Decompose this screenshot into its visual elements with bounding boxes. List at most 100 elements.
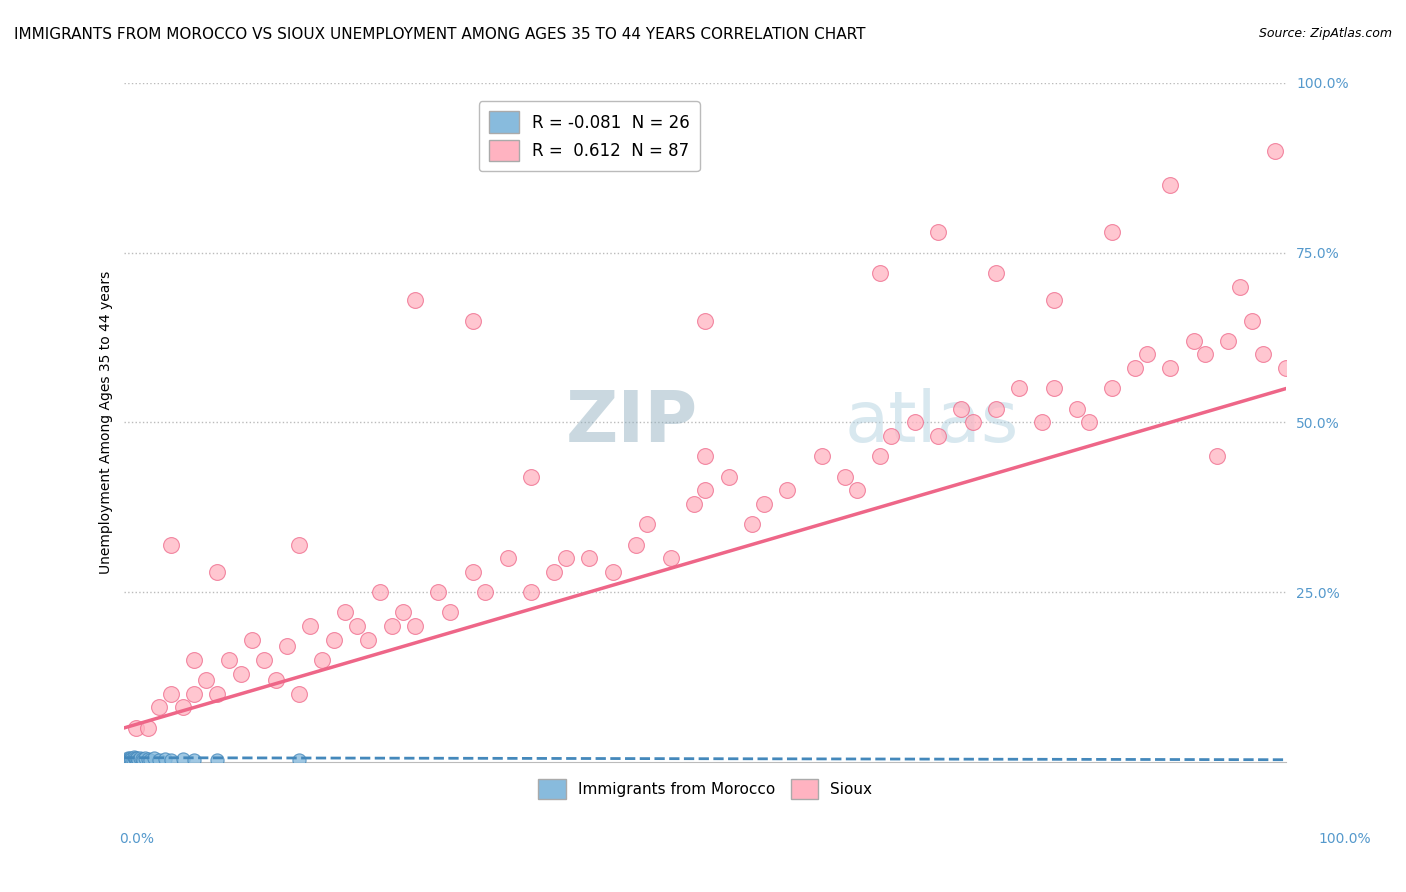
Point: [520, 469, 543, 483]
Point: [496, 551, 519, 566]
Point: [172, 700, 194, 714]
Point: [695, 450, 717, 464]
Point: [474, 585, 496, 599]
Point: [624, 537, 647, 551]
Point: [1264, 144, 1286, 158]
Point: [311, 653, 333, 667]
Text: IMMIGRANTS FROM MOROCCO VS SIOUX UNEMPLOYMENT AMONG AGES 35 TO 44 YEARS CORRELAT: IMMIGRANTS FROM MOROCCO VS SIOUX UNEMPLO…: [14, 27, 866, 42]
Point: [115, 753, 138, 767]
Point: [335, 606, 357, 620]
Point: [984, 401, 1007, 416]
Point: [125, 752, 148, 766]
Point: [927, 429, 949, 443]
Point: [1159, 361, 1181, 376]
Point: [1205, 450, 1227, 464]
Point: [134, 751, 156, 765]
Point: [682, 497, 704, 511]
Point: [602, 565, 624, 579]
Point: [122, 750, 145, 764]
Legend: Immigrants from Morocco, Sioux: Immigrants from Morocco, Sioux: [533, 773, 879, 805]
Text: Source: ZipAtlas.com: Source: ZipAtlas.com: [1258, 27, 1392, 40]
Point: [752, 497, 775, 511]
Point: [404, 293, 426, 308]
Point: [299, 619, 322, 633]
Point: [1136, 347, 1159, 361]
Point: [357, 632, 380, 647]
Point: [136, 752, 159, 766]
Point: [117, 751, 139, 765]
Point: [207, 565, 229, 579]
Point: [880, 429, 903, 443]
Point: [148, 700, 170, 714]
Point: [578, 551, 600, 566]
Point: [207, 687, 229, 701]
Point: [136, 721, 159, 735]
Point: [160, 537, 183, 551]
Point: [194, 673, 217, 688]
Point: [1066, 401, 1088, 416]
Point: [845, 483, 868, 498]
Point: [121, 753, 143, 767]
Point: [132, 753, 155, 767]
Point: [1194, 347, 1216, 361]
Point: [120, 753, 142, 767]
Point: [160, 687, 183, 701]
Point: [1159, 178, 1181, 192]
Point: [264, 673, 287, 688]
Point: [1240, 313, 1263, 327]
Point: [1043, 381, 1066, 395]
Point: [1275, 361, 1298, 376]
Point: [142, 751, 165, 765]
Point: [461, 313, 484, 327]
Point: [439, 606, 461, 620]
Point: [776, 483, 799, 498]
Point: [869, 450, 891, 464]
Point: [131, 752, 153, 766]
Point: [287, 687, 309, 701]
Point: [127, 750, 149, 764]
Point: [160, 753, 183, 767]
Point: [904, 415, 927, 429]
Point: [392, 606, 415, 620]
Point: [555, 551, 578, 566]
Point: [984, 266, 1007, 280]
Point: [253, 653, 276, 667]
Point: [240, 632, 263, 647]
Point: [118, 752, 141, 766]
Point: [636, 517, 658, 532]
Point: [1229, 279, 1251, 293]
Point: [1043, 293, 1066, 308]
Point: [381, 619, 404, 633]
Point: [1251, 347, 1274, 361]
Point: [128, 751, 150, 765]
Point: [869, 266, 891, 280]
Point: [1101, 225, 1123, 239]
Point: [207, 753, 229, 767]
Point: [276, 640, 298, 654]
Point: [427, 585, 450, 599]
Point: [125, 721, 148, 735]
Point: [1077, 415, 1099, 429]
Point: [120, 752, 142, 766]
Point: [183, 687, 205, 701]
Point: [322, 632, 344, 647]
Point: [810, 450, 832, 464]
Point: [741, 517, 763, 532]
Point: [834, 469, 856, 483]
Point: [950, 401, 973, 416]
Point: [461, 565, 484, 579]
Point: [120, 750, 142, 764]
Point: [148, 753, 170, 767]
Point: [927, 225, 949, 239]
Point: [1008, 381, 1031, 395]
Point: [695, 483, 717, 498]
Point: [124, 751, 146, 765]
Point: [153, 752, 176, 766]
Point: [183, 753, 205, 767]
Point: [218, 653, 240, 667]
Text: atlas: atlas: [845, 388, 1019, 457]
Point: [404, 619, 426, 633]
Point: [287, 753, 309, 767]
Point: [172, 752, 194, 766]
Point: [287, 537, 309, 551]
